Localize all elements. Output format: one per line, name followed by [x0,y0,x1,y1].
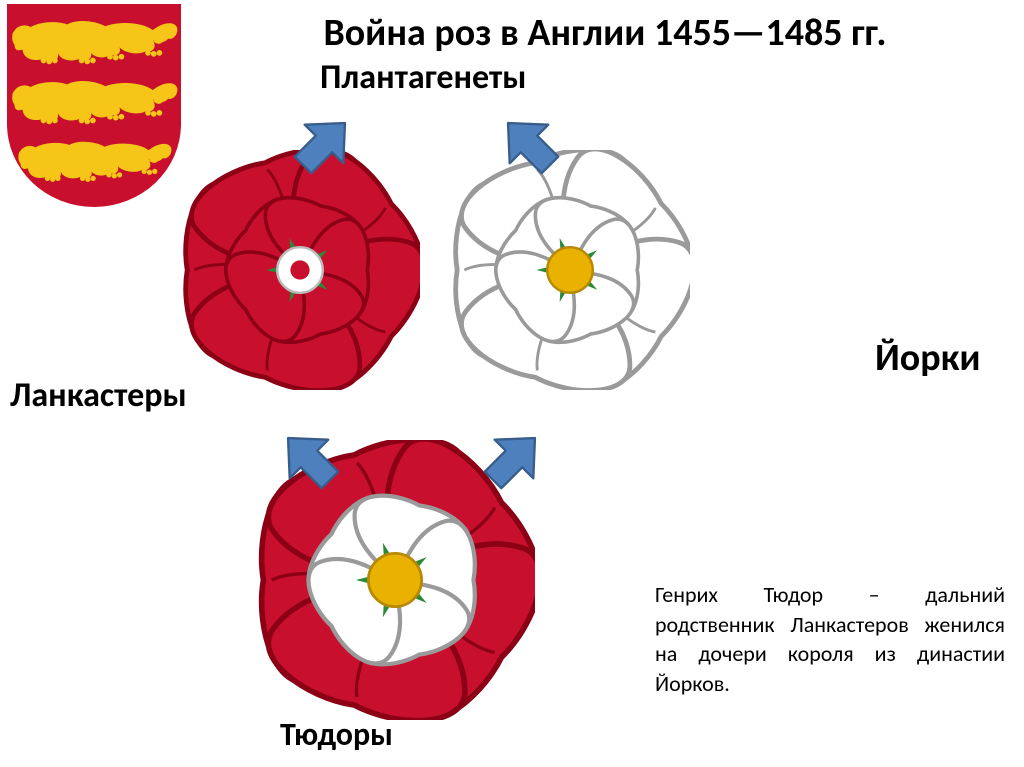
page-title: Война роз в Англии 1455—1485 гг. [195,10,1015,56]
shield-royal-arms [5,2,183,212]
rose-lancaster [180,150,420,395]
shield-icon [5,2,183,207]
rose-york [450,150,690,395]
label-plantagenets: Плантагенеты [320,57,527,98]
label-lancasters: Ланкастеры [10,375,187,416]
caption-text: Генрих Тюдор – дальний родственник Ланка… [655,580,1005,699]
label-yorks: Йорки [875,335,981,381]
